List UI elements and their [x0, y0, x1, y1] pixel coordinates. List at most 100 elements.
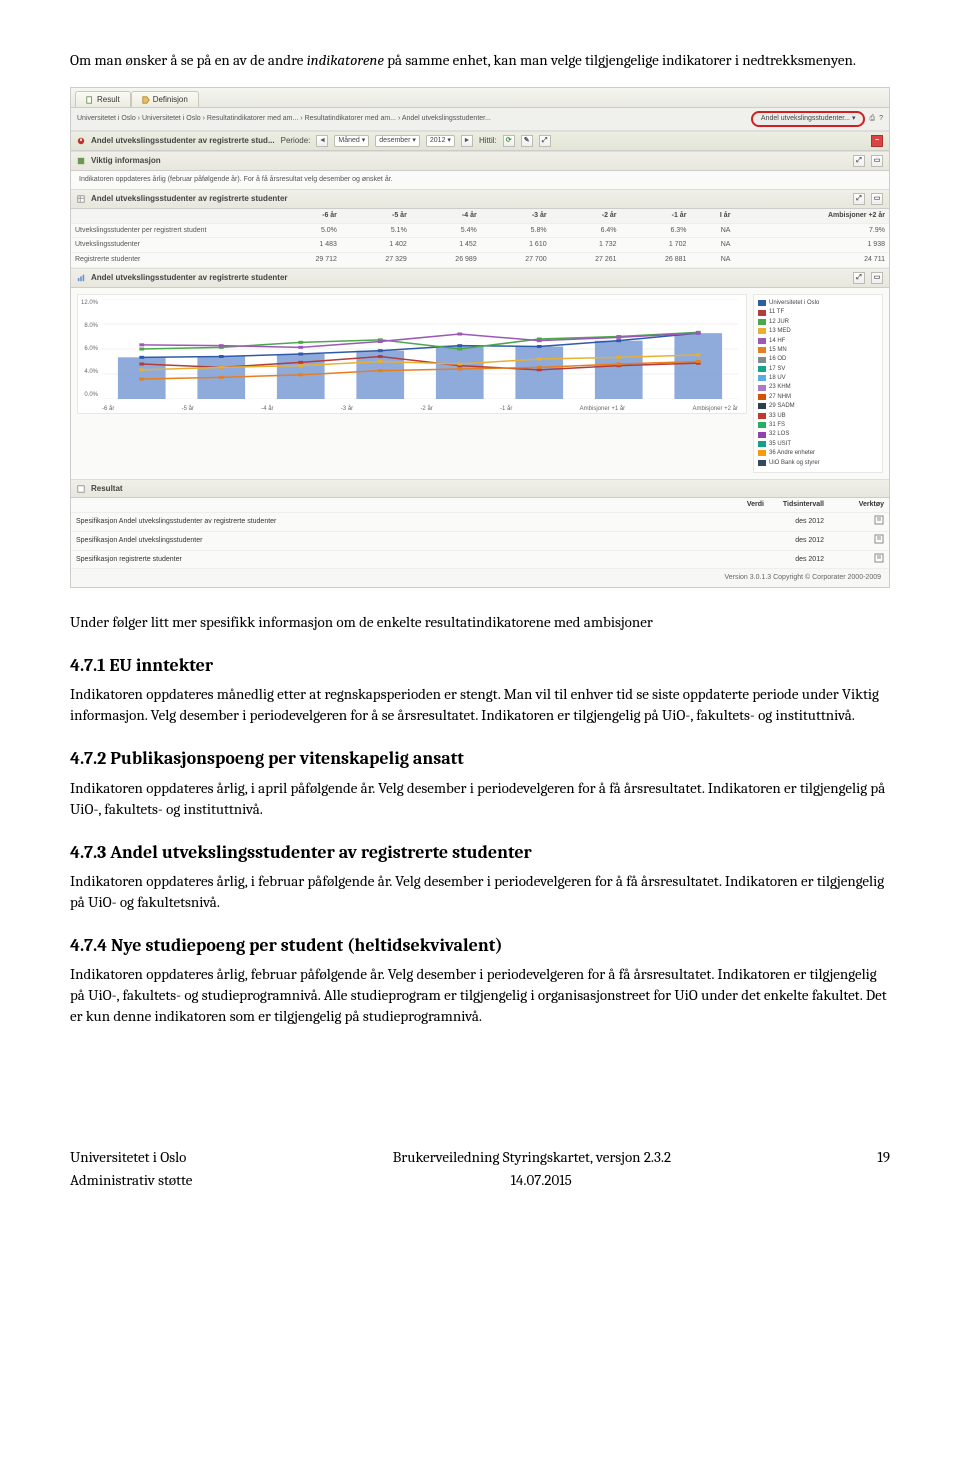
legend-label: UiO Bank og styrer	[769, 459, 820, 467]
info-icon	[77, 157, 85, 165]
legend-swatch	[758, 422, 766, 428]
main-panel-title: Andel utvekslingsstudenter av registrert…	[91, 135, 275, 146]
legend-label: 31 FS	[769, 421, 785, 429]
table-col-header: -5 år	[341, 209, 411, 223]
period-month-select[interactable]: desember ▾	[375, 135, 420, 147]
footer-sub-left: Administrativ støtte	[70, 1170, 192, 1191]
legend-item: 18 UV	[758, 374, 878, 382]
legend-label: 32 LOS	[769, 430, 789, 438]
legend-swatch	[758, 319, 766, 325]
page-footer: Universitetet i Oslo Brukerveiledning St…	[70, 1147, 890, 1168]
legend-swatch	[758, 375, 766, 381]
heading-4-7-3: 4.7.3 Andel utvekslingsstudenter av regi…	[70, 840, 890, 865]
top-toolbar: Result Definisjon	[71, 88, 889, 108]
breadcrumb-right: Andel utvekslingsstudenter... ▾ ⎙ ?	[751, 111, 883, 127]
body-4-7-4: Indikatoren oppdateres årlig, februar på…	[70, 964, 890, 1027]
period-next-button[interactable]: ►	[461, 135, 473, 147]
footer-mid: Brukerveiledning Styringskartet, versjon…	[393, 1147, 671, 1168]
legend-item: 12 JUR	[758, 318, 878, 326]
tab-result[interactable]: Result	[75, 91, 131, 107]
tab-definition[interactable]: Definisjon	[131, 91, 199, 107]
breadcrumb: Universitetet i Oslo › Universitetet i O…	[77, 114, 491, 124]
expand-icon[interactable]: ⤢	[539, 135, 551, 147]
info-body: Indikatoren oppdateres årlig (februar på…	[71, 171, 889, 189]
legend-label: 36 Andre enheter	[769, 449, 815, 457]
chart-legend: Universitetet i Oslo11 TF12 JUR13 MED14 …	[753, 294, 883, 473]
table-popout-icon[interactable]: ▭	[871, 193, 883, 205]
chart-icon	[77, 274, 85, 282]
chart-canvas: 12.0%8.0%6.0%4.0%0.0% -6 år-5 år-4 år-3 …	[77, 294, 747, 414]
heading-4-7-2: 4.7.2 Publikasjonspoeng per vitenskapeli…	[70, 746, 890, 771]
table-row: Registrerte studenter29 71227 32926 9892…	[71, 253, 889, 268]
legend-item: 14 HF	[758, 337, 878, 345]
legend-label: 14 HF	[769, 337, 785, 345]
close-icon[interactable]: −	[871, 135, 883, 147]
table-panel-title: Andel utvekslingsstudenter av registrert…	[91, 193, 288, 204]
drill-icon[interactable]	[874, 520, 884, 527]
period-prev-button[interactable]: ◄	[316, 135, 328, 147]
table-expand-icon[interactable]: ⤢	[853, 193, 865, 205]
result-row[interactable]: Spesifikasjon registrerte studenterdes 2…	[71, 550, 889, 569]
table-row: Utvekslingsstudenter per registrert stud…	[71, 223, 889, 238]
legend-item: 29 SADM	[758, 402, 878, 410]
period-year-select[interactable]: 2012 ▾	[426, 135, 455, 147]
period-scope-select[interactable]: Måned ▾	[334, 135, 369, 147]
page-footer-sub: Administrativ støtte 14.07.2015	[70, 1170, 890, 1191]
legend-item: 35 USIT	[758, 440, 878, 448]
info-panel-header: Viktig informasjon ⤢ ▭	[71, 151, 889, 171]
legend-label: Universitetet i Oslo	[769, 299, 819, 307]
legend-label: 17 SV	[769, 365, 785, 373]
drill-icon[interactable]	[874, 558, 884, 565]
chart-panel-title: Andel utvekslingsstudenter av registrert…	[91, 272, 288, 283]
legend-swatch	[758, 328, 766, 334]
period-suffix: Hittil:	[479, 135, 497, 146]
info-panel-title: Viktig informasjon	[91, 155, 161, 166]
result-panel-title: Resultat	[91, 483, 123, 494]
intro-1b: indikatorene	[307, 51, 384, 69]
tag-icon	[142, 96, 150, 104]
main-panel-header: Andel utvekslingsstudenter av registrert…	[71, 131, 889, 151]
table-body: -6 år-5 år-4 år-3 år-2 år-1 årI årAmbisj…	[71, 209, 889, 268]
legend-label: 35 USIT	[769, 440, 791, 448]
legend-item: 16 OD	[758, 355, 878, 363]
highlighted-dropdown-label: Andel utvekslingsstudenter...	[761, 115, 850, 122]
table-panel-header: Andel utvekslingsstudenter av registrert…	[71, 189, 889, 209]
chart-y-axis: 12.0%8.0%6.0%4.0%0.0%	[78, 299, 100, 399]
legend-swatch	[758, 403, 766, 409]
refresh-icon[interactable]: ⟳	[503, 135, 515, 147]
table-col-header: Ambisjoner +2 år	[734, 209, 889, 223]
help-icon[interactable]: ?	[879, 114, 883, 124]
chart-expand-icon[interactable]: ⤢	[853, 272, 865, 284]
body-4-7-3: Indikatoren oppdateres årlig, i februar …	[70, 871, 890, 913]
legend-item: 11 TF	[758, 308, 878, 316]
result-row[interactable]: Spesifikasjon Andel utvekslingsstudenter…	[71, 512, 889, 531]
info-expand-icon[interactable]: ⤢	[853, 155, 865, 167]
table-col-header	[71, 209, 271, 223]
breadcrumb-row: Universitetet i Oslo › Universitetet i O…	[71, 108, 889, 131]
tab-definition-label: Definisjon	[153, 94, 188, 105]
table-col-header: -6 år	[271, 209, 341, 223]
legend-label: 27 NHM	[769, 393, 791, 401]
legend-label: 12 JUR	[769, 318, 789, 326]
intro-1c: på samme enhet, kan man velge tilgjengel…	[384, 51, 856, 69]
print-icon[interactable]: ⎙	[869, 114, 875, 124]
chart-plot-area	[102, 299, 738, 399]
table-col-header: -2 år	[551, 209, 621, 223]
legend-swatch	[758, 460, 766, 466]
legend-item: 31 FS	[758, 421, 878, 429]
legend-label: 18 UV	[769, 374, 786, 382]
legend-swatch	[758, 413, 766, 419]
drill-icon[interactable]	[874, 539, 884, 546]
info-popout-icon[interactable]: ▭	[871, 155, 883, 167]
doc-icon	[86, 96, 94, 104]
body-4-7-2: Indikatoren oppdateres årlig, i april på…	[70, 778, 890, 820]
edit-icon[interactable]: ✎	[521, 135, 533, 147]
legend-swatch	[758, 441, 766, 447]
result-row[interactable]: Spesifikasjon Andel utvekslingsstudenter…	[71, 531, 889, 550]
highlighted-dropdown[interactable]: Andel utvekslingsstudenter... ▾	[751, 111, 866, 127]
legend-item: 36 Andre enheter	[758, 449, 878, 457]
legend-label: 15 MN	[769, 346, 787, 354]
result-panel-header: Resultat	[71, 479, 889, 498]
intro-para-1: Om man ønsker å se på en av de andre ind…	[70, 50, 890, 71]
chart-popout-icon[interactable]: ▭	[871, 272, 883, 284]
